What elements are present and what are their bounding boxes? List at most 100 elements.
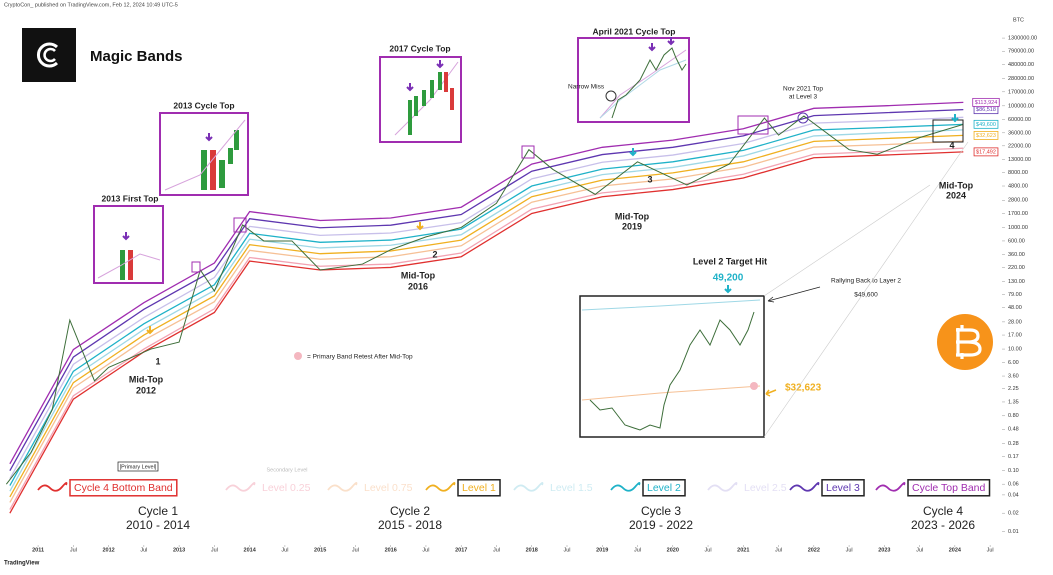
legend-box [907,479,991,497]
y-tick-label: 60000.00 [1008,117,1031,123]
marker-arrow [416,222,424,231]
band-line [9,123,964,486]
mid-top-year: 2016 [408,281,428,291]
y-tick-label: 1300000.00 [1008,36,1037,42]
x-tick-label: 2011 [32,547,44,553]
legend-label: Level 0.25 [262,482,311,494]
value-label-box [973,119,999,129]
legend-note: [Primary Level] [120,464,157,470]
candle [234,130,239,150]
band-line [9,140,964,503]
legend: Cycle 4 Bottom Band Level 0.25 Level 0.75 L… [37,479,991,497]
marker-arrow [951,114,959,123]
value-label-text: $86,518 [976,107,996,113]
legend-box [821,479,865,497]
marker-arrow [146,326,154,335]
y-tick-label: 600.00 [1008,238,1025,244]
value-label: $86,518 [973,105,999,115]
logo-box [22,28,76,82]
cycle-years: 2015 - 2018 [378,518,442,532]
candle [210,150,216,190]
inset-title: April 2021 Cycle Top [593,26,676,36]
highlight-ring [605,90,617,102]
x-tick-label: 2020 [667,547,679,553]
y-tick-label: 2800.00 [1008,198,1028,204]
retest-dot [294,352,302,360]
mid-top-label: Mid-Top [401,270,436,280]
candle [444,72,448,92]
y-tick-label: 0.10 [1008,468,1019,474]
x-tick-label: 2012 [102,547,114,553]
y-tick-label: 790000.00 [1008,49,1034,55]
y-tick-label: 0.06 [1008,482,1019,488]
x-tick-label: 2023 [878,547,890,553]
candle [414,96,418,116]
band-line [9,101,964,465]
highlight-ring [797,112,809,124]
candle [219,160,225,188]
candle [422,90,426,106]
x-tick-label: Jul [916,547,923,553]
x-tick-label: 2014 [244,547,257,553]
note-box [117,461,159,472]
value-label-box [972,97,1000,107]
marker-arrow [406,83,414,92]
legend-note: Secondary Level [267,467,308,473]
mid-top-year: 2019 [622,221,642,231]
footer: TradingView [4,561,40,567]
note: Rallying Back to Layer 2 [831,278,901,285]
note: = Primary Band Retest After Mid-Top [307,354,413,361]
price-sketch [611,47,687,119]
value-label-text: $17,492 [976,149,996,155]
candle [228,148,233,164]
y-tick-label: 4800.00 [1008,183,1028,189]
title: Magic Bands [90,48,183,65]
x-tick-label: 2024 [949,547,962,553]
x-tick-label: Jul [987,547,994,553]
y-tick-label: 36000.00 [1008,130,1031,136]
y-tick-label: 0.04 [1008,492,1019,498]
y-tick-label: 22000.00 [1008,143,1031,149]
marker-arrow [667,37,675,46]
legend-swatch [513,482,544,492]
inset-title: Level 2 Target Hit [693,256,767,266]
x-tick-label: 2015 [314,547,326,553]
x-tick-label: Jul [281,547,288,553]
x-tick-label: 2016 [385,547,397,553]
legend-swatch [707,482,738,492]
y-tick-label: 79.00 [1008,292,1022,298]
x-tick-label: Jul [493,547,500,553]
attribution: CryptoCon_ published on TradingView.com,… [4,2,178,8]
x-tick-label: 2013 [173,547,185,553]
inset-level2: Level 2 Target Hit 49,200 $32,623 Rallyi… [579,141,969,438]
highlight-box [233,217,247,233]
inset-title: 2013 First Top [102,193,159,203]
y-tick-label: 1000.00 [1008,225,1028,231]
legend-label: Cycle Top Band [912,482,986,494]
legend-label: Level 2 [647,482,681,494]
note: Nov 2021 Top [783,86,823,93]
y-tick-label: 48.00 [1008,305,1022,311]
inset-frame [577,37,690,123]
y-tick-label: 170000.00 [1008,89,1034,95]
legend-box [642,479,686,497]
logo-mark [956,325,982,359]
y-tick-label: 8000.00 [1008,170,1028,176]
candle [438,72,442,90]
band-line [97,253,161,279]
bitcoin-logo [937,314,993,370]
price-line [5,115,964,485]
cycle-name: Cycle 4 [923,504,963,518]
y-tick-label: 3.60 [1008,374,1019,380]
x-tick-label: Jul [634,547,641,553]
band-line [9,134,964,498]
x-tick-label: 2019 [596,547,608,553]
note: at Level 3 [789,94,818,101]
marker-arrow [724,285,732,294]
legend-swatch [610,482,641,492]
y-tick-label: 480000.00 [1008,62,1034,68]
band-line [9,116,964,479]
y-tick-label: 10.00 [1008,347,1022,353]
legend-label: Cycle 4 Bottom Band [74,482,173,494]
